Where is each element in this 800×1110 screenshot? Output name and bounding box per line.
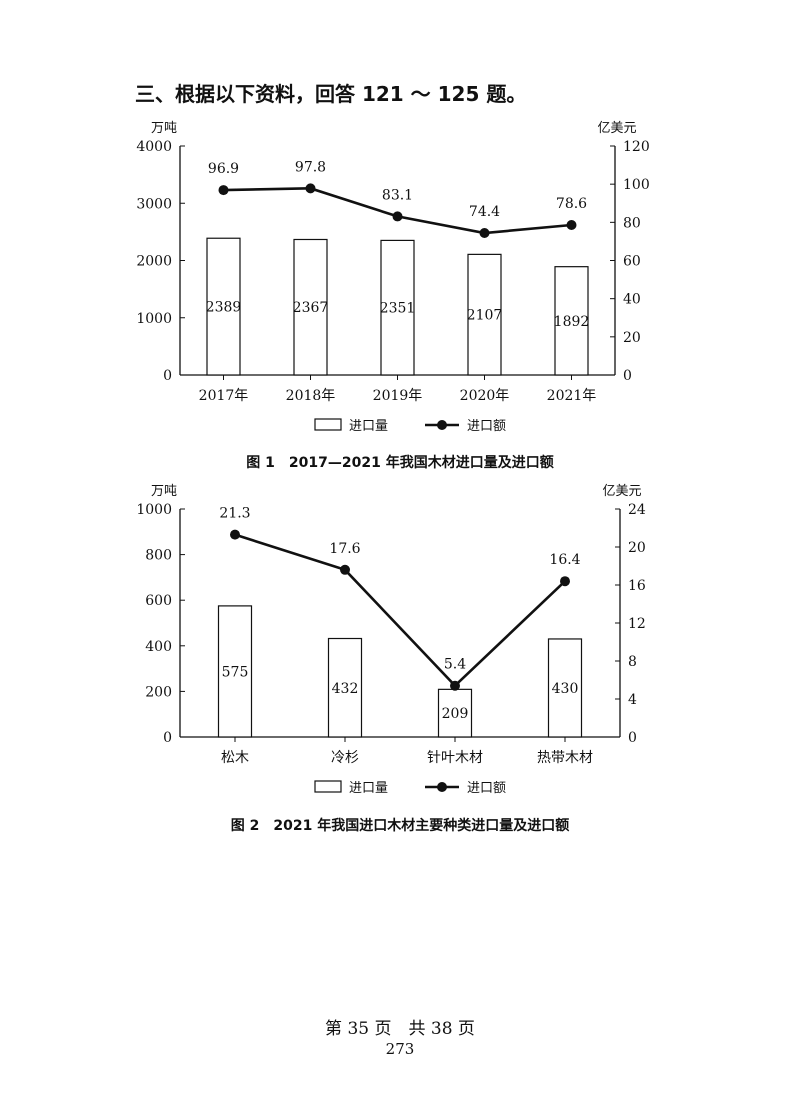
left-tick-label: 600 [145,593,172,609]
bar-value-label: 432 [332,681,359,697]
left-tick-label: 3000 [136,196,172,212]
line-point [560,576,570,587]
right-tick-label: 16 [628,578,646,594]
line-point [340,564,350,575]
bar-value-label: 2367 [293,300,329,316]
right-axis-unit: 亿美元 [597,121,636,136]
line-point [218,185,229,196]
line-point [305,183,316,194]
left-tick-label: 0 [163,368,172,384]
bar-value-label: 575 [222,664,249,680]
bar-value-label: 2389 [206,300,242,316]
line-point [479,228,490,239]
bar-value-label: 430 [552,681,579,697]
legend-line-label: 进口额 [467,781,506,796]
left-tick-label: 400 [145,639,172,655]
bar-value-label: 2351 [380,301,416,317]
bar [327,637,363,738]
right-tick-label: 60 [623,254,641,270]
right-tick-label: 100 [623,177,650,193]
bar [547,638,583,738]
chart-wood-imports-2017-2021: 万吨 亿美元 0 1000 2000 3000 4000 0 20 40 60 80 100 120 201… [136,121,650,434]
bar [293,238,328,376]
bar [206,237,241,376]
right-tick-label: 20 [623,330,641,346]
x-tick-label: 松木 [221,750,249,766]
left-tick-label: 800 [145,548,172,564]
page-number: 273 [385,1040,415,1058]
legend-line-marker [437,782,447,792]
right-tick-label: 0 [623,368,632,384]
bar-value-label: 2107 [467,308,503,324]
line-value-label: 74.4 [469,204,500,220]
line-value-label: 83.1 [382,187,413,203]
right-tick-label: 24 [628,502,646,518]
left-tick-label: 200 [145,684,172,700]
legend-bar-label: 进口量 [349,781,388,796]
left-tick-label: 1000 [136,502,172,518]
line-value-label: 78.6 [556,196,587,212]
bar [217,605,253,738]
right-tick-label: 4 [628,692,637,708]
chart2-caption: 图 2 2021 年我国进口木材主要种类进口量及进口额 [230,818,570,834]
chart-wood-imports-by-type-2021: 万吨 亿美元 0 200 400 600 800 1000 0 4 8 12 16 20 24 松木 冷杉 针叶木… [136,484,646,796]
right-tick-label: 40 [623,292,641,308]
left-tick-label: 0 [163,730,172,746]
line-point [450,680,460,691]
right-tick-label: 8 [628,654,637,670]
right-tick-label: 80 [623,215,641,231]
bar [437,688,473,738]
x-tick-label: 热带木材 [537,750,593,766]
line-value-label: 5.4 [444,657,466,673]
right-tick-label: 0 [628,730,637,746]
line-value-label: 16.4 [549,552,580,568]
legend-line-label: 进口额 [467,419,506,434]
right-tick-label: 12 [628,616,646,632]
right-tick-label: 120 [623,139,650,155]
x-tick-label: 2020年 [460,388,510,404]
left-tick-label: 4000 [136,139,172,155]
section-title: 三、根据以下资料，回答 121 ～ 125 题。 [135,82,527,106]
legend-bar-swatch [314,780,342,793]
x-tick-label: 2017年 [199,388,249,404]
line-point [392,211,403,222]
right-axis-unit: 亿美元 [602,484,641,499]
legend-bar-label: 进口量 [349,419,388,434]
bar [380,239,415,376]
x-tick-label: 2019年 [373,388,423,404]
legend-bar-swatch [314,418,342,431]
chart1-caption: 图 1 2017—2021 年我国木材进口量及进口额 [246,455,554,471]
line-value-label: 21.3 [219,506,250,522]
page-indicator: 第 35 页 共 38 页 [325,1019,475,1039]
line-point [566,220,577,231]
left-axis-unit: 万吨 [151,484,177,499]
series-line [234,533,566,688]
left-tick-label: 1000 [136,311,172,327]
bar [467,253,502,376]
line-value-label: 17.6 [329,541,360,557]
bar [554,266,589,376]
x-tick-label: 冷杉 [331,750,359,766]
bar-value-label: 209 [442,706,469,722]
line-value-label: 96.9 [208,161,239,177]
legend-line-marker [437,420,447,430]
left-axis-unit: 万吨 [151,121,177,136]
line-point [230,529,240,540]
bar-value-label: 1892 [554,314,590,330]
x-tick-label: 针叶木材 [427,750,483,766]
left-tick-label: 2000 [136,254,172,270]
x-tick-label: 2018年 [286,388,336,404]
right-tick-label: 20 [628,540,646,556]
x-tick-label: 2021年 [547,388,597,404]
line-value-label: 97.8 [295,159,326,175]
